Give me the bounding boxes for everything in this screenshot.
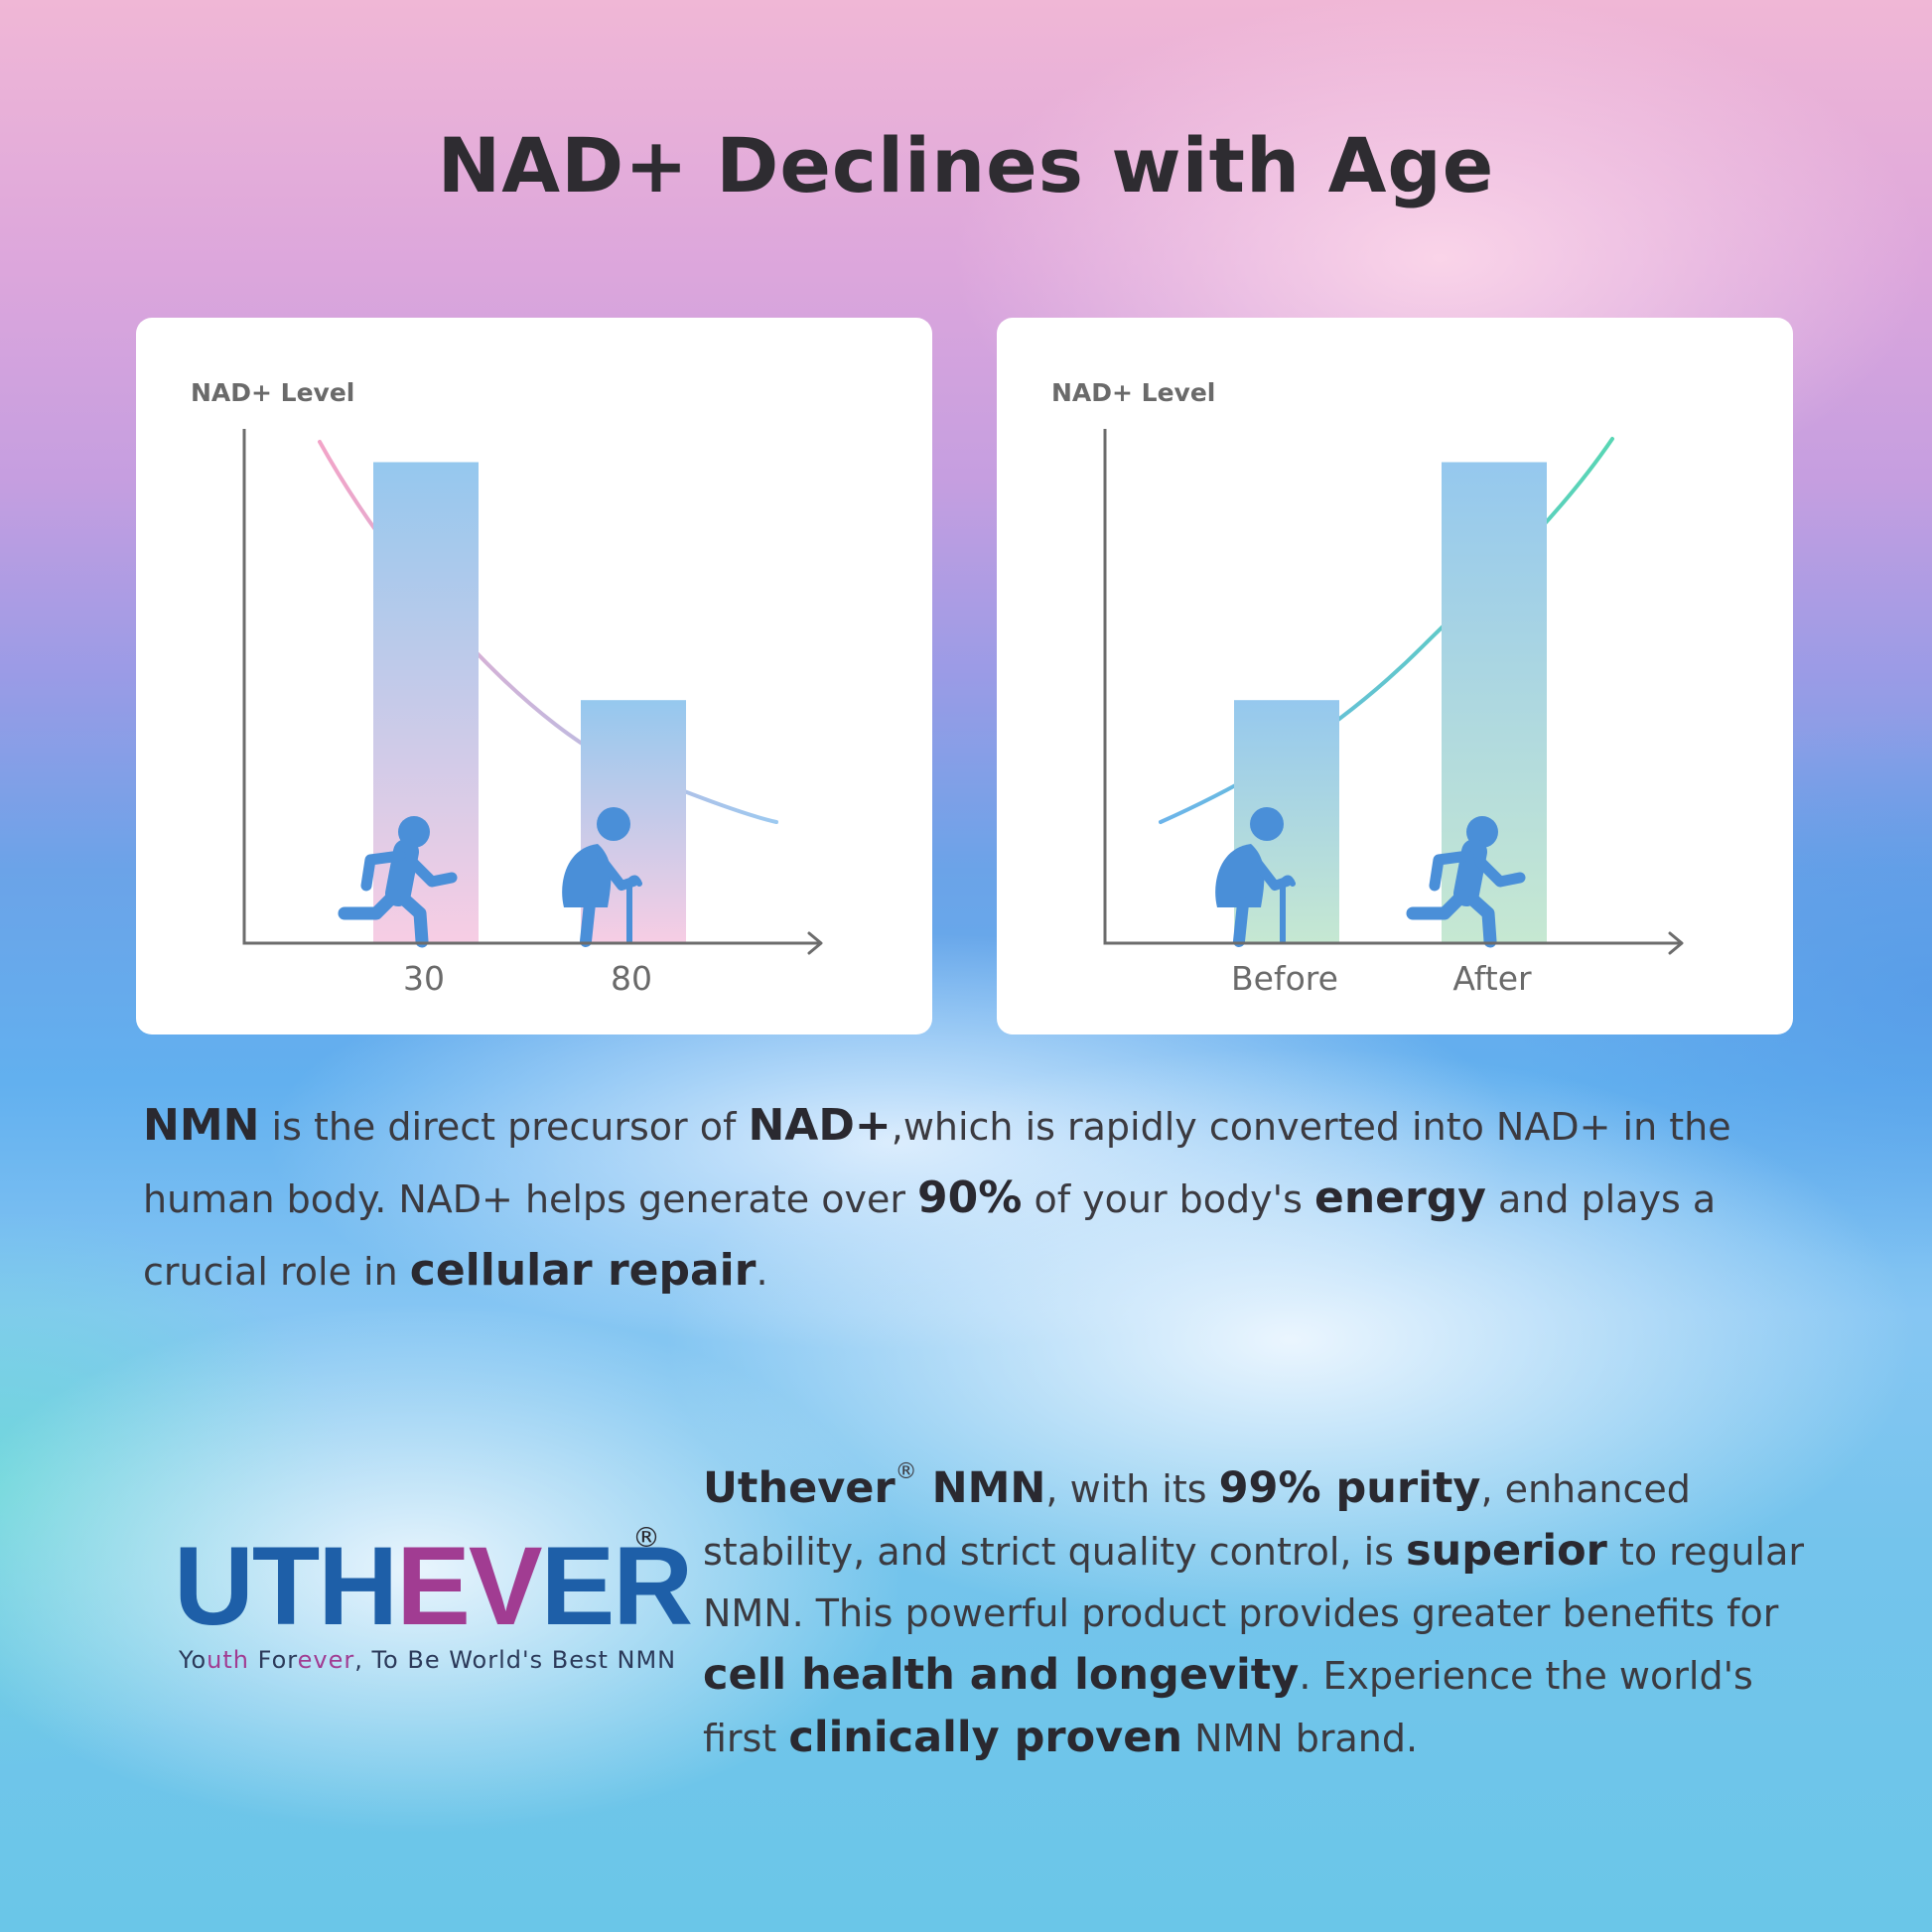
y-axis-label: NAD+ Level bbox=[1051, 378, 1215, 407]
intro-segment: energy bbox=[1313, 1173, 1486, 1223]
description-segment: NMN brand. bbox=[1181, 1717, 1419, 1760]
intro-segment: of your body's bbox=[1022, 1177, 1314, 1221]
intro-segment: and plays a crucial role in bbox=[143, 1177, 1717, 1294]
intro-segment: cellular repair bbox=[409, 1245, 757, 1296]
description-segment: . Experience the world's first bbox=[703, 1654, 1753, 1760]
intro-segment: is the direct precursor of bbox=[259, 1105, 749, 1149]
x-axis-arrow-icon bbox=[1668, 931, 1684, 955]
running-person-icon bbox=[338, 816, 458, 948]
logo-wordmark: UTHEVER bbox=[174, 1524, 693, 1648]
description-segment: 99% purity bbox=[1218, 1463, 1481, 1513]
chart-age-decline: NAD+ Level 30 80 bbox=[191, 378, 823, 998]
intro-segment: NMN bbox=[143, 1100, 260, 1151]
x-tick-label: 30 bbox=[403, 959, 445, 998]
x-tick-label: 80 bbox=[611, 959, 652, 998]
intro-paragraph: NMN is the direct precursor of NAD+,whic… bbox=[143, 1090, 1811, 1308]
uthever-logo: UTHEVER ® Youth Forever, To Be World's B… bbox=[174, 1521, 693, 1686]
logo-tagline: Youth Forever, To Be World's Best NMN bbox=[179, 1646, 677, 1674]
chart-card-age: NAD+ Level 30 80 bbox=[136, 318, 932, 1035]
intro-segment: 90% bbox=[917, 1173, 1023, 1223]
x-tick-label: After bbox=[1452, 959, 1532, 998]
intro-segment: NAD+ bbox=[748, 1100, 892, 1151]
y-axis-label: NAD+ Level bbox=[191, 378, 354, 407]
elderly-person-with-cane-icon bbox=[1215, 807, 1296, 947]
description-segment: Uthever bbox=[703, 1463, 896, 1513]
axes bbox=[1103, 429, 1682, 945]
chart-card-before-after: NAD+ Level Before After bbox=[997, 318, 1793, 1035]
elderly-person-with-cane-icon bbox=[562, 807, 642, 947]
intro-segment: . bbox=[756, 1250, 768, 1294]
logo-registered-mark: ® bbox=[632, 1521, 660, 1554]
page-title: NAD+ Declines with Age bbox=[437, 121, 1495, 209]
x-tick-label: Before bbox=[1231, 959, 1338, 998]
product-description: Uthever® NMN, with its 99% purity, enhan… bbox=[703, 1442, 1825, 1769]
running-person-icon bbox=[1406, 816, 1526, 948]
description-segment: to regular NMN. This powerful product pr… bbox=[703, 1530, 1805, 1635]
description-segment: clinically proven bbox=[788, 1713, 1182, 1762]
description-segment: , enhanced stability, and strict quality… bbox=[703, 1467, 1691, 1574]
axes bbox=[242, 429, 821, 945]
description-segment: cell health and longevity bbox=[703, 1650, 1300, 1700]
x-axis-arrow-icon bbox=[807, 931, 823, 955]
chart-before-after: NAD+ Level Before After bbox=[1051, 378, 1684, 998]
description-segment: superior bbox=[1406, 1526, 1607, 1576]
description-segment: ® bbox=[895, 1459, 917, 1484]
description-segment: NMN bbox=[916, 1463, 1046, 1513]
intro-segment: ,which is rapidly converted into NAD+ in… bbox=[143, 1105, 1731, 1221]
description-segment: , with its bbox=[1045, 1467, 1219, 1511]
